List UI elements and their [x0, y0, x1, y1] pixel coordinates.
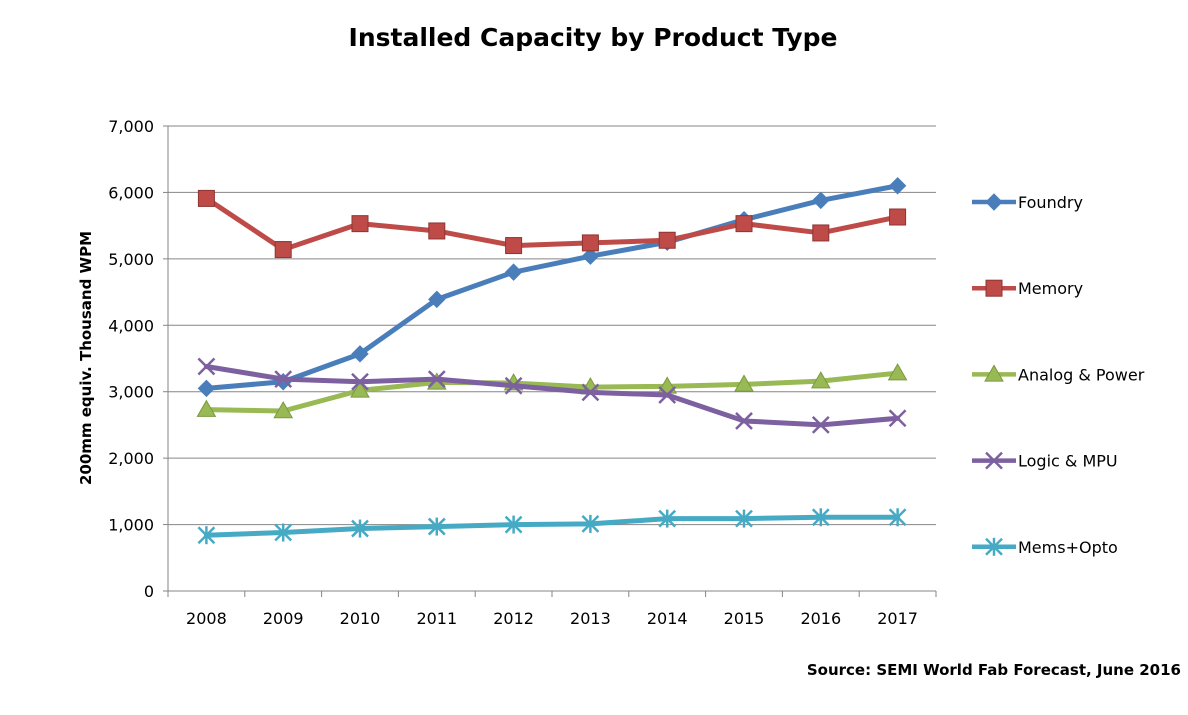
x-tick-label: 2014 [647, 609, 688, 628]
y-axis-label: 200mm equiv. Thousand WPM [77, 231, 95, 485]
data-point-logic-mpu [504, 376, 523, 395]
data-point-memory [505, 237, 523, 255]
series-line-mems-opto [203, 514, 901, 538]
y-tick-label: 7,000 [108, 117, 154, 136]
legend-label: Analog & Power [1018, 365, 1145, 384]
x-tick-label: 2015 [724, 609, 765, 628]
data-point-analog-power [887, 363, 908, 381]
legend-item-mems-opto: Mems+Opto [972, 537, 1118, 557]
data-point-mems-opto [658, 509, 677, 528]
data-point-analog-power [734, 374, 754, 392]
data-point-analog-power [196, 399, 217, 417]
x-tick-label: 2010 [340, 609, 381, 628]
data-point-foundry [197, 379, 216, 398]
data-point-memory [428, 222, 446, 240]
x-tick-label: 2017 [877, 609, 918, 628]
x-tick-label: 2011 [416, 609, 457, 628]
data-point-mems-opto [427, 517, 446, 536]
y-tick-label: 1,000 [108, 516, 154, 535]
data-point-memory [735, 215, 753, 233]
legend-label: Mems+Opto [1018, 538, 1118, 557]
data-point-mems-opto [888, 508, 907, 527]
series-line-foundry [203, 183, 901, 391]
series-line-analog-power [203, 370, 901, 414]
series-memory [197, 189, 907, 259]
chart-title: Installed Capacity by Product Type [349, 23, 838, 52]
y-tick-label: 5,000 [108, 250, 154, 269]
legend-label: Foundry [1018, 193, 1083, 212]
x-tick-label: 2008 [186, 609, 227, 628]
data-point-mems-opto [811, 508, 830, 527]
data-point-logic-mpu [197, 357, 216, 376]
series-foundry [197, 177, 907, 398]
y-tick-label: 0 [144, 582, 154, 601]
legend: Foundry Memory Analog & Power Logic & MPU Me… [972, 193, 1145, 557]
y-tick-label: 4,000 [108, 316, 154, 335]
x-tick-label: 2013 [570, 609, 611, 628]
data-point-foundry [888, 177, 907, 195]
legend-label: Memory [1018, 279, 1083, 298]
data-point-mems-opto [274, 523, 293, 542]
series-analog-power [196, 363, 908, 419]
data-point-memory [197, 189, 215, 207]
legend-marker [985, 193, 1003, 211]
data-point-memory [274, 241, 292, 259]
data-point-mems-opto [735, 509, 753, 528]
legend-marker [985, 279, 1003, 297]
data-point-foundry [504, 263, 523, 281]
source-note: Source: SEMI World Fab Forecast, June 20… [807, 661, 1181, 679]
data-point-memory [658, 231, 676, 249]
data-point-logic-mpu [811, 416, 830, 434]
data-point-foundry [812, 191, 830, 210]
data-point-mems-opto [197, 526, 216, 545]
legend-item-logic-mpu: Logic & MPU [972, 452, 1118, 471]
x-tick-label: 2009 [263, 609, 304, 628]
legend-label: Logic & MPU [1018, 452, 1118, 471]
series-group [196, 177, 908, 545]
axes [163, 125, 937, 597]
legend-item-memory: Memory [972, 279, 1083, 298]
y-tick-label: 3,000 [108, 383, 154, 402]
data-point-analog-power [810, 371, 831, 389]
series-logic-mpu [197, 357, 907, 434]
x-tick-label: 2016 [800, 609, 841, 628]
legend-marker [985, 537, 1003, 556]
data-point-analog-power [273, 400, 294, 419]
legend-marker [984, 364, 1004, 382]
data-point-memory [351, 215, 369, 233]
gridlines [168, 125, 936, 526]
data-point-foundry [581, 247, 600, 265]
y-tick-label: 2,000 [108, 449, 154, 468]
data-point-logic-mpu [581, 383, 600, 402]
data-point-memory [889, 208, 907, 226]
data-point-mems-opto [581, 514, 600, 533]
legend-marker [985, 451, 1003, 470]
legend-item-analog-power: Analog & Power [972, 364, 1145, 384]
legend-item-foundry: Foundry [972, 193, 1083, 212]
y-tick-label: 6,000 [108, 183, 154, 202]
data-point-logic-mpu [888, 409, 907, 428]
data-point-mems-opto [504, 515, 523, 534]
data-point-logic-mpu [274, 370, 293, 388]
series-mems-opto [197, 508, 907, 545]
series-line-memory [203, 195, 901, 253]
data-point-memory [812, 224, 830, 242]
data-point-logic-mpu [427, 370, 446, 388]
series-line-logic-mpu [203, 363, 901, 428]
data-point-logic-mpu [658, 386, 677, 404]
data-point-logic-mpu [351, 372, 369, 391]
data-point-analog-power [350, 380, 370, 398]
x-tick-labels: 2008 2009 2010 2011 2012 2013 2014 2015 2016 2017 [186, 609, 918, 628]
data-point-logic-mpu [735, 412, 753, 430]
x-tick-label: 2012 [493, 609, 534, 628]
data-point-mems-opto [351, 519, 369, 538]
data-point-foundry [351, 345, 369, 363]
data-point-memory [581, 234, 599, 252]
y-tick-labels: 0 1,000 2,000 3,000 4,000 5,000 6,000 7,000 [108, 117, 154, 601]
data-point-foundry [428, 290, 446, 309]
